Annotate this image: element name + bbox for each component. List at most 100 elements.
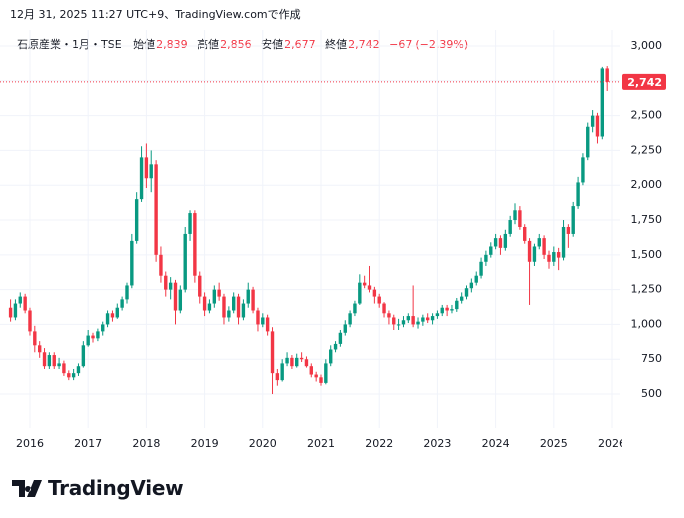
candle-body [295, 357, 299, 367]
candle-body [241, 303, 246, 318]
candle-body [37, 345, 42, 353]
legend-change-pct: (−2.39%) [415, 38, 469, 51]
candle-body [193, 213, 197, 276]
candle-body [8, 307, 13, 318]
x-tick-label: 2022 [365, 437, 393, 450]
candle-body [406, 316, 411, 321]
y-tick-label: 2,250 [631, 143, 663, 156]
candle-body [149, 164, 153, 179]
candle-body [105, 313, 110, 325]
candle-body [324, 363, 328, 383]
symbol: 石原産業・1月・TSE [17, 38, 122, 51]
candle-body [552, 252, 556, 262]
candle-body [217, 289, 221, 297]
candle-body [430, 316, 435, 321]
candle-body [125, 285, 129, 300]
x-tick-label: 2023 [423, 437, 451, 450]
candle-body [459, 296, 464, 301]
candle-body [561, 226, 566, 258]
candle-body [71, 373, 76, 378]
last-price-label: 2,742 [627, 76, 662, 89]
candle-body [508, 220, 512, 234]
candle-body [445, 307, 449, 311]
candle-body [115, 307, 119, 318]
candle-body [576, 182, 580, 207]
legend: 石原産業・1月・TSE 始値2,839 高値2,856 安値2,677 終値2,… [17, 36, 474, 52]
candle-body [396, 324, 401, 326]
candle-body [52, 355, 56, 367]
candle-body [62, 363, 66, 374]
candle-body [246, 289, 250, 304]
candle-body [280, 363, 284, 381]
x-tick-label: 2025 [540, 437, 568, 450]
header: 12月 31, 2025 11:27 UTC+9、TradingView.com… [10, 8, 301, 21]
candle-body [227, 310, 231, 318]
candle-body [571, 206, 575, 234]
candle-body [333, 343, 338, 350]
candle-body [236, 296, 241, 318]
x-axis: 2016 2017 2018 2019 2020 2021 2022 2023 2024 2025… [16, 437, 622, 450]
candle-body [86, 335, 90, 346]
candle-body [556, 252, 561, 258]
candle-body [479, 261, 483, 276]
candle-body [28, 310, 32, 332]
candle-body [231, 296, 236, 311]
candle-body [81, 345, 86, 367]
legend-key: 始値 [133, 38, 156, 51]
candle-body [537, 238, 541, 247]
candle-body [484, 254, 488, 262]
candle-body [450, 309, 454, 311]
candle-body [353, 303, 357, 314]
candle-body [581, 157, 585, 183]
candle-body [159, 254, 163, 276]
candle-body [319, 377, 323, 383]
candle-body [164, 275, 168, 290]
candle-body [178, 289, 183, 311]
candle-body [532, 246, 537, 262]
candle-body [13, 303, 18, 318]
candle-body [23, 296, 27, 311]
candle-body [304, 359, 309, 367]
candle-body [222, 296, 226, 318]
candle-body [464, 288, 469, 297]
candle-body [47, 355, 52, 367]
candle-body [329, 349, 333, 364]
legend-change: −67 [389, 38, 413, 51]
candle-body [590, 115, 595, 127]
candle-body [605, 68, 609, 82]
candle-body [435, 313, 440, 317]
candle-body [91, 335, 95, 339]
legend-value: 2,742 [348, 38, 380, 51]
candle-body [251, 289, 255, 311]
candle-body [372, 289, 377, 297]
candle-body [362, 282, 367, 286]
candle-body [202, 296, 207, 311]
candle-body [299, 357, 304, 360]
y-tick-label: 1,000 [631, 317, 663, 330]
candle-body [285, 357, 289, 364]
y-tick-label: 2,500 [631, 109, 663, 122]
candle-body [256, 310, 260, 325]
candle-body [387, 313, 391, 318]
y-tick-label: 500 [641, 387, 662, 400]
plot [0, 66, 620, 395]
grid [0, 30, 620, 428]
candle-body [101, 324, 105, 332]
candle-body [425, 317, 430, 321]
candle-body [498, 238, 503, 248]
candle-body [309, 366, 313, 375]
candle-body [42, 352, 47, 367]
legend-key: 安値 [261, 38, 284, 51]
candle-body [270, 331, 275, 374]
candle-body [367, 285, 372, 290]
candle-body [76, 366, 81, 374]
candle-body [33, 331, 37, 346]
x-tick-label: 2016 [16, 437, 44, 450]
chart: 2016 2017 2018 2019 2020 2021 2022 2023 2024 2025… [0, 30, 666, 450]
y-tick-label: 1,500 [631, 248, 663, 261]
candle-body [382, 303, 386, 314]
candle-body [261, 317, 265, 325]
candle-body [154, 164, 158, 255]
candle-body [586, 126, 590, 158]
